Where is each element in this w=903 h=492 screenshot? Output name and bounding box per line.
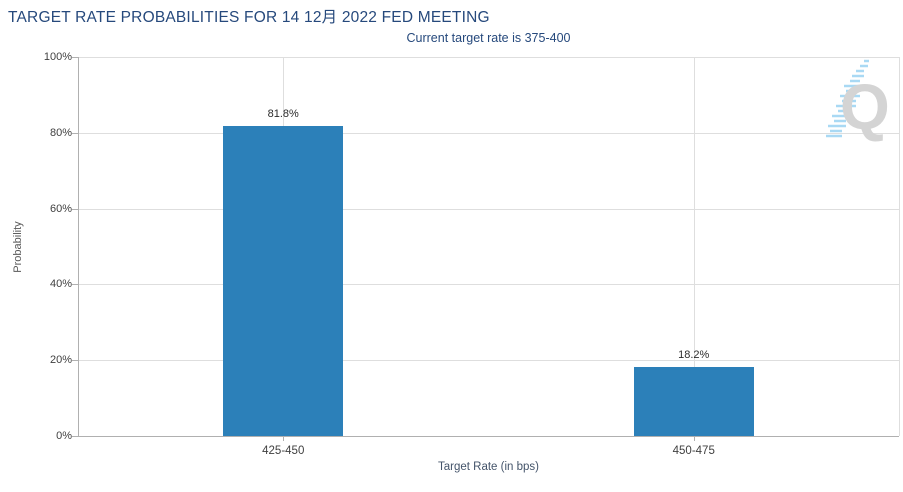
bar-value-label: 18.2% [678,349,710,361]
y-axis-line [78,57,79,437]
y-tick-label: 0% [56,430,72,442]
x-axis-line [78,436,899,437]
quikstrike-watermark-icon: Q [826,59,890,143]
y-axis-tick [72,132,78,134]
gridline-horizontal [78,57,899,58]
x-axis-tick [693,436,695,441]
x-axis-title: Target Rate (in bps) [438,461,539,473]
y-axis-tick [72,208,78,210]
page-title: TARGET RATE PROBABILITIES FOR 14 12月 202… [8,9,490,26]
x-axis-tick [283,436,285,441]
y-tick-label: 100% [43,51,72,63]
y-tick-label: 80% [49,126,72,139]
gridline-horizontal [78,284,899,286]
gridline-horizontal [78,360,899,362]
y-axis-tick [72,284,78,286]
chart-subtitle: Current target rate is 375-400 [406,31,571,45]
y-tick-label: 40% [49,278,72,291]
bar-value-label: 81.8% [267,108,299,120]
x-tick-label: 425-450 [262,445,305,457]
gridline-horizontal [78,132,899,134]
y-axis-tick [72,57,78,58]
y-tick-label: 20% [49,354,72,367]
y-tick-label: 60% [49,202,72,215]
plot-right-border [899,57,900,436]
svg-text:Q: Q [840,71,890,143]
y-axis-title: Probability [12,221,24,273]
bar-425-450[interactable] [223,126,344,436]
x-tick-label: 450-475 [672,445,715,457]
gridline-horizontal [78,208,899,210]
y-axis-tick [72,436,78,437]
y-axis-tick [72,360,78,362]
bar-450-475[interactable] [633,367,754,436]
gridline-vertical [693,57,695,436]
